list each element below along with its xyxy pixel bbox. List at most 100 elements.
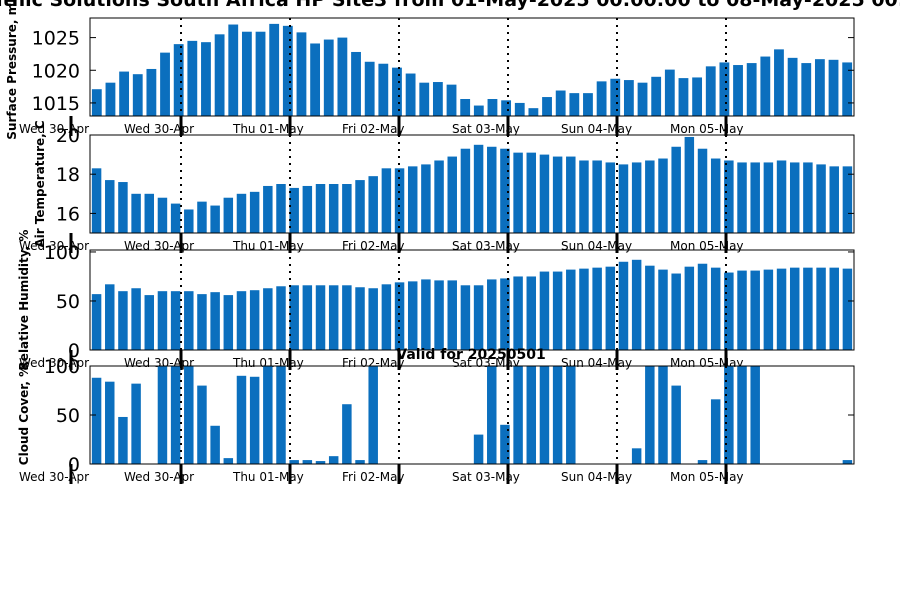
bar: [789, 267, 800, 350]
bar: [592, 160, 602, 233]
bar: [91, 89, 102, 116]
bar: [842, 460, 853, 464]
bar: [187, 40, 198, 116]
bar: [447, 280, 457, 350]
bar: [814, 59, 825, 116]
bar: [432, 82, 443, 116]
bar: [828, 59, 839, 116]
bar: [610, 78, 621, 116]
bar: [434, 280, 444, 350]
bar: [228, 24, 239, 116]
bar: [579, 268, 589, 350]
bar: [774, 49, 784, 116]
bar: [637, 82, 648, 116]
bar: [296, 32, 307, 116]
bar: [829, 166, 839, 233]
bar: [302, 460, 313, 464]
panel-1: 1015 1020 1025 Wed 30-Apr Wed 30-Apr Thu 01-M…: [5, 0, 855, 140]
bar: [776, 160, 787, 233]
bar: [789, 162, 800, 233]
bar: [289, 187, 299, 233]
bar: [355, 180, 365, 233]
bar: [144, 295, 155, 350]
bar: [528, 108, 539, 116]
bar: [184, 366, 194, 464]
bar: [91, 168, 102, 233]
bar: [315, 285, 326, 350]
bar: [787, 57, 798, 116]
bar: [671, 385, 681, 464]
x-tick-label: Fri 02-May: [342, 239, 405, 253]
bar: [144, 193, 155, 233]
y-tick-label: 1015: [32, 93, 80, 115]
bar: [618, 164, 629, 233]
bar: [328, 456, 339, 464]
bar: [513, 276, 523, 350]
bar: [197, 294, 207, 350]
bar-series: [91, 366, 853, 464]
bar: [513, 366, 523, 464]
x-tick-label: Sun 04-May: [561, 122, 632, 136]
bar: [446, 84, 457, 116]
bar: [842, 62, 853, 116]
bar: [737, 162, 747, 233]
bar: [487, 146, 497, 233]
y-tick-label: 18: [56, 164, 80, 186]
x-tick-label: Thu 01-May: [232, 239, 304, 253]
bar: [263, 185, 273, 233]
bar: [816, 267, 826, 350]
bar: [214, 34, 225, 116]
bar: [160, 52, 170, 116]
bar: [91, 294, 102, 350]
bar: [552, 271, 563, 350]
bar: [501, 100, 512, 116]
bar: [487, 279, 497, 350]
bar: [776, 268, 787, 350]
bar: [724, 272, 734, 350]
bar: [342, 184, 352, 233]
y-axis-label: Surface Pressure, mb: [5, 0, 19, 140]
bar: [421, 279, 431, 350]
bar: [368, 176, 378, 233]
bar: [223, 295, 234, 350]
bar: [364, 61, 375, 116]
bar: [710, 158, 721, 233]
bar: [569, 93, 580, 116]
bar: [355, 287, 365, 350]
axes-frame: [89, 17, 855, 117]
bar: [605, 162, 616, 233]
y-tick-label: 20: [56, 125, 80, 147]
x-tick-label: Sat 03-May: [452, 122, 520, 136]
bar: [105, 82, 116, 116]
bar: [842, 268, 853, 350]
bar: [645, 265, 655, 350]
x-tick-label: Thu 01-May: [232, 470, 304, 484]
bar: [368, 366, 378, 464]
bar: [184, 291, 194, 350]
bar: [381, 168, 392, 233]
bar: [592, 267, 602, 350]
bar: [596, 81, 607, 116]
bar: [710, 399, 721, 464]
bar: [310, 43, 321, 116]
bar: [719, 62, 730, 116]
bar: [241, 31, 252, 116]
bar: [539, 154, 550, 233]
bar: [671, 146, 681, 233]
bar: [460, 285, 471, 350]
bar: [302, 285, 313, 350]
bar: [276, 366, 286, 464]
bar: [236, 193, 247, 233]
y-tick-label: 1020: [32, 60, 80, 82]
bar: [678, 78, 689, 116]
bar: [724, 366, 734, 464]
bar: [328, 285, 339, 350]
bar: [750, 270, 760, 350]
x-tick-label: Wed 30-Apr: [19, 239, 89, 253]
bar: [434, 160, 444, 233]
bar: [381, 284, 392, 350]
bar: [658, 158, 668, 233]
y-tick-label: 1025: [32, 28, 80, 50]
